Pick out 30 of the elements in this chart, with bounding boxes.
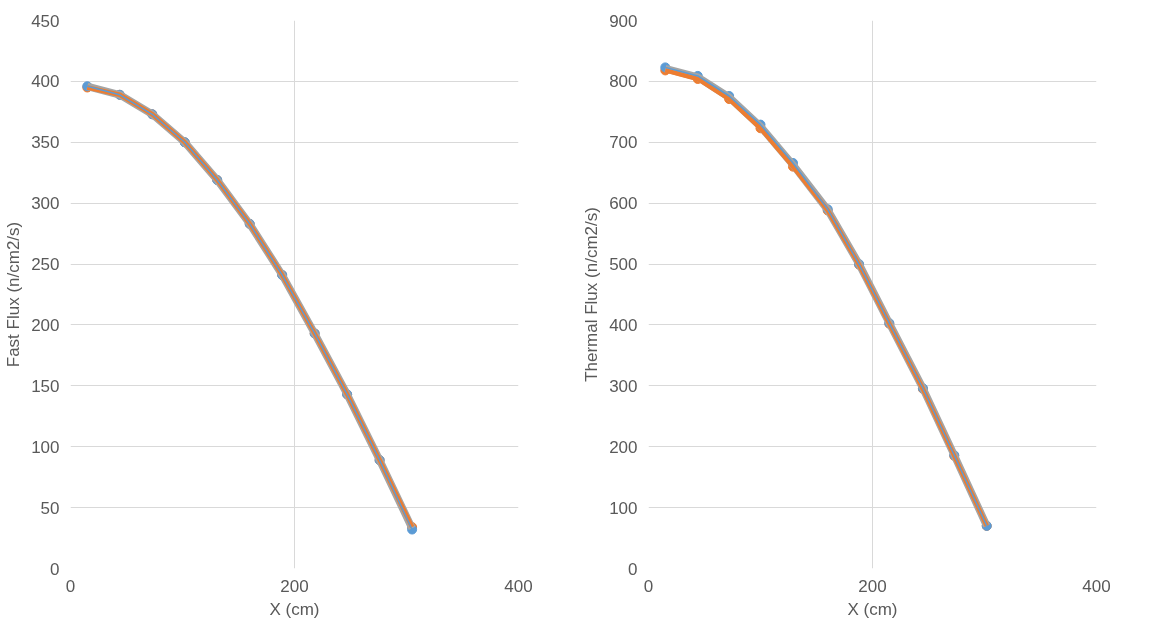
y-tick-label: 250 (31, 255, 60, 275)
y-tick-label: 300 (31, 194, 60, 214)
y-tick-label: 600 (609, 194, 638, 214)
y-tick-label: 100 (31, 437, 60, 457)
x-tick-label: 0 (65, 576, 76, 596)
y-axis-title: Thermal Flux (n/cm2/s) (582, 207, 602, 382)
y-tick-label: 450 (31, 11, 60, 31)
x-tick-label: 0 (643, 576, 654, 596)
x-axis-title: X (cm) (847, 599, 898, 619)
x-axis-title: X (cm) (269, 599, 320, 619)
y-axis-title: Fast Flux (n/cm2/s) (4, 221, 24, 368)
y-tick-label: 400 (31, 72, 60, 92)
y-tick-label: 0 (628, 559, 638, 579)
x-tick-label: 200 (280, 576, 309, 596)
y-tick-label: 350 (31, 133, 60, 153)
y-tick-label: 300 (609, 376, 638, 396)
x-tick-label: 400 (1082, 576, 1111, 596)
y-tick-label: 50 (40, 498, 60, 518)
y-tick-label: 800 (609, 72, 638, 92)
y-tick-label: 400 (609, 315, 638, 335)
y-tick-label: 100 (609, 498, 638, 518)
y-tick-label: 500 (609, 255, 638, 275)
y-tick-label: 0 (50, 559, 60, 579)
x-tick-label: 200 (858, 576, 887, 596)
y-tick-label: 150 (31, 376, 60, 396)
y-tick-label: 200 (609, 437, 638, 457)
y-tick-label: 200 (31, 315, 60, 335)
x-tick-label: 400 (504, 576, 533, 596)
y-tick-label: 700 (609, 133, 638, 153)
y-tick-label: 900 (609, 11, 638, 31)
